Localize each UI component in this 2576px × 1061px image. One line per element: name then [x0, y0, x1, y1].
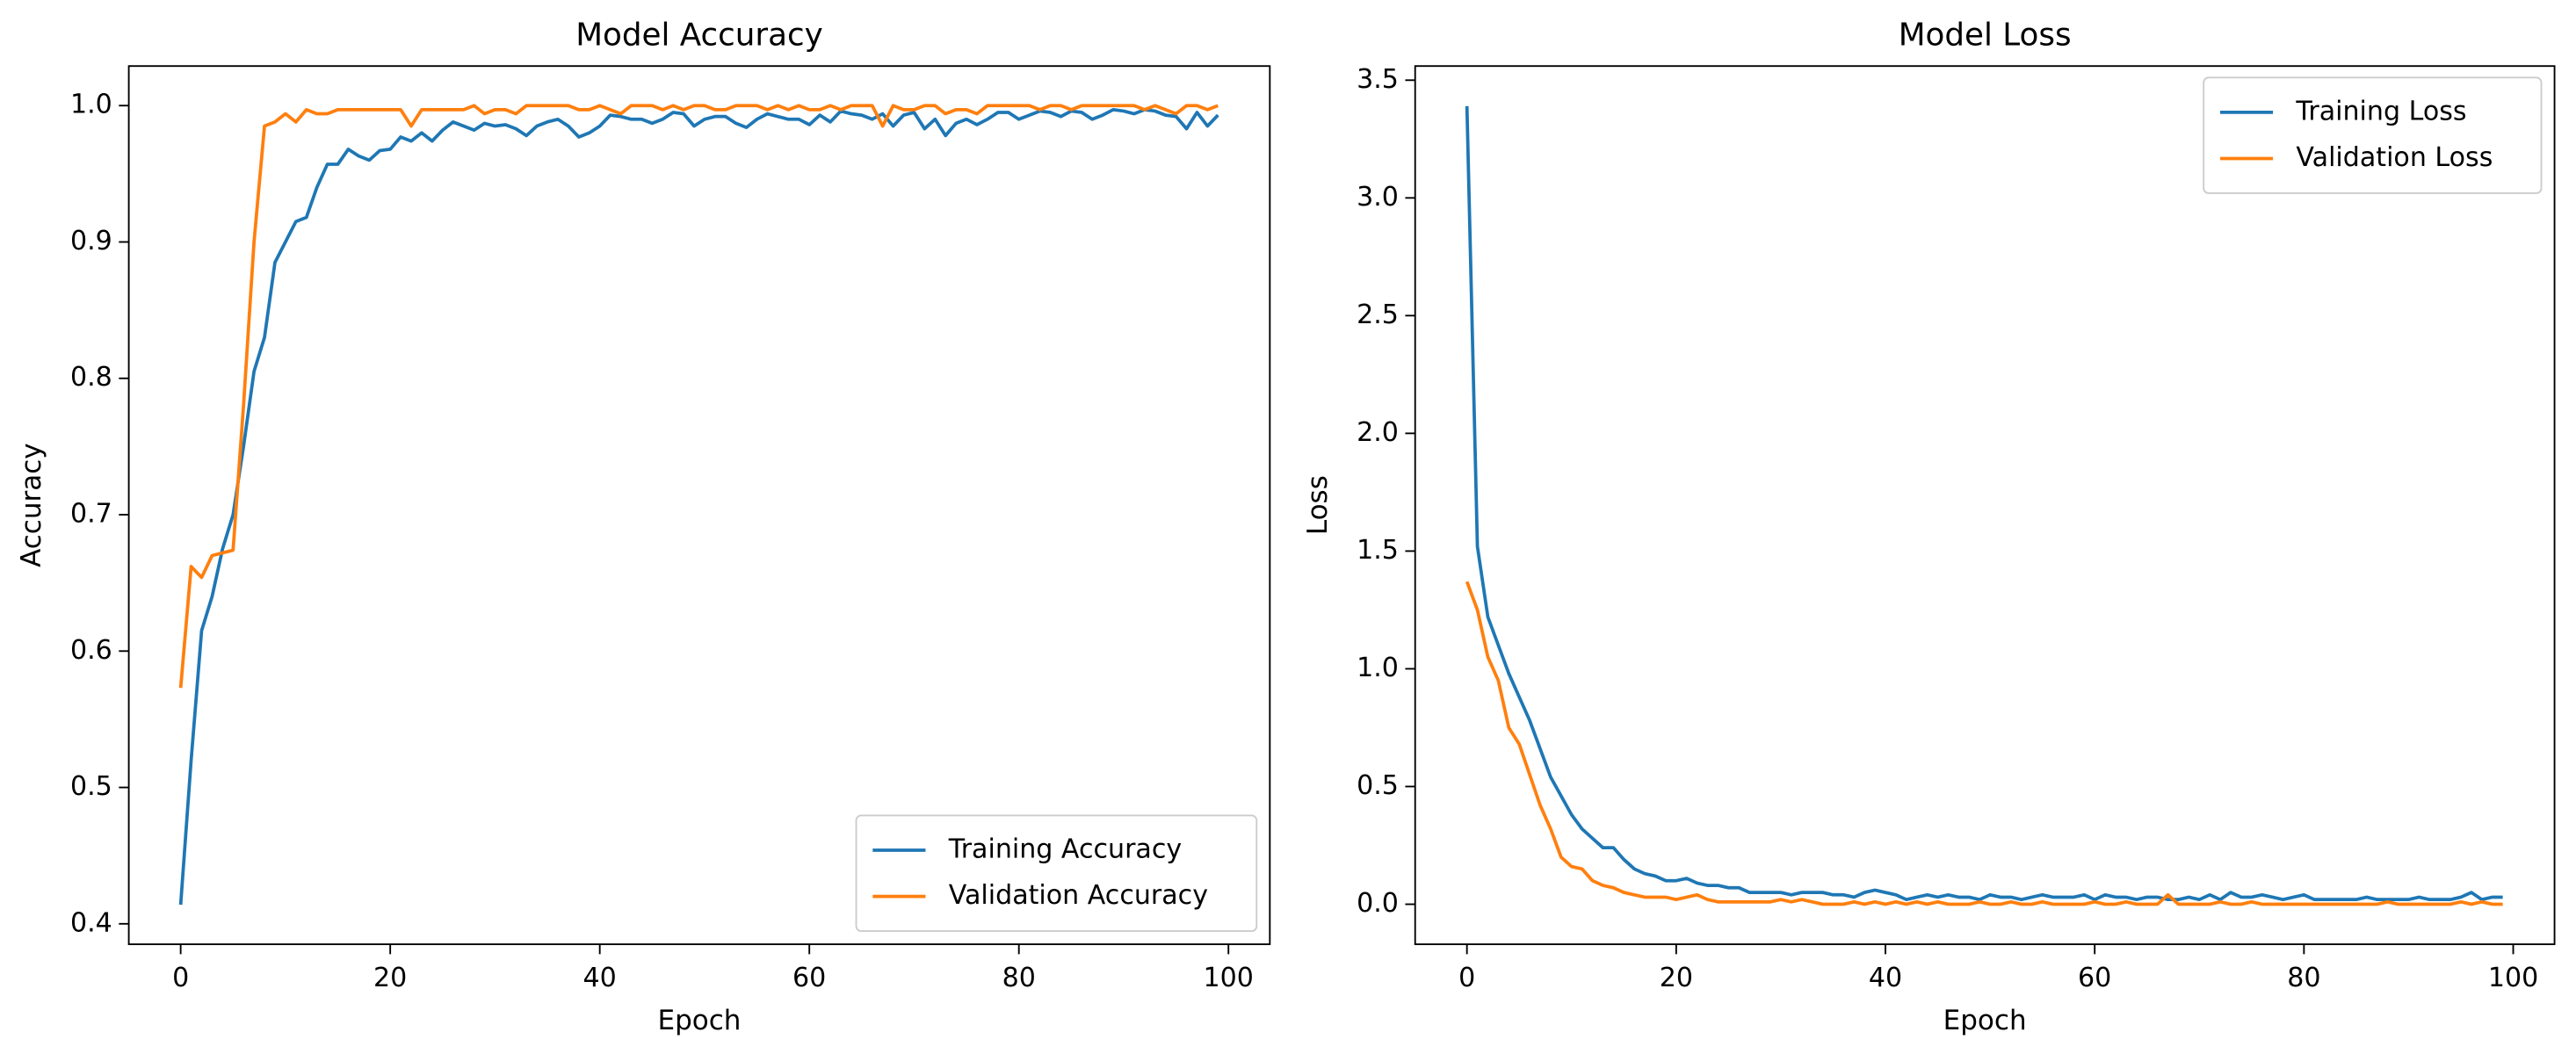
x-tick-label: 20: [1660, 963, 1693, 993]
chart-title: Model Accuracy: [575, 17, 823, 53]
y-tick-label: 0.9: [70, 226, 112, 256]
chart: Model Accuracy Epoch Accuracy 0 20 40 60 80 100 0…: [16, 17, 1271, 1036]
y-tick-label: 1.5: [1357, 535, 1399, 566]
x-tick-label: 0: [172, 963, 189, 993]
legend-label: Training Accuracy: [948, 834, 1182, 864]
x-tick-label: 60: [792, 963, 826, 993]
x-tick-label: 100: [1204, 963, 1254, 993]
y-tick-label: 0.0: [1357, 888, 1399, 919]
y-tick-label: 0.7: [70, 499, 112, 530]
line-series: [1465, 581, 2503, 906]
line-series: [178, 104, 1219, 689]
x-tick-label: 40: [583, 963, 617, 993]
y-tick-label: 2.5: [1357, 300, 1399, 330]
x-tick-label: 0: [1458, 963, 1475, 993]
line-series: [178, 108, 1219, 906]
legend-label: Validation Loss: [2296, 142, 2493, 173]
plot-frame: [127, 65, 1271, 946]
x-axis-label: Epoch: [657, 1005, 741, 1036]
y-tick-label: 1.0: [70, 90, 112, 120]
legend-label: Training Loss: [2295, 96, 2466, 126]
y-axis-label: Accuracy: [16, 443, 47, 567]
chart: Model Loss Epoch Loss 0 20 40 60 80 100 0.0 0.5 1.0…: [1302, 17, 2556, 1036]
legend-box: [2203, 76, 2543, 194]
y-tick-label: 0.5: [70, 771, 112, 802]
y-tick-label: 0.5: [1357, 770, 1399, 801]
line-series: [1465, 105, 2503, 902]
y-tick-label: 3.5: [1357, 64, 1399, 95]
chart-title: Model Loss: [1899, 17, 2072, 53]
x-axis-label: Epoch: [1943, 1005, 2027, 1036]
y-tick-label: 3.0: [1357, 182, 1399, 213]
y-tick-label: 0.6: [70, 635, 112, 666]
y-tick-label: 0.8: [70, 362, 112, 393]
plot-frame: [1414, 65, 2556, 946]
legend-box: [855, 814, 1258, 932]
legend-label: Validation Accuracy: [949, 880, 1208, 911]
x-tick-label: 80: [2287, 963, 2320, 993]
x-tick-label: 40: [1869, 963, 1902, 993]
y-tick-label: 2.0: [1357, 417, 1399, 448]
x-tick-label: 20: [373, 963, 407, 993]
y-axis-label: Loss: [1302, 475, 1334, 535]
x-tick-label: 100: [2488, 963, 2538, 993]
x-tick-label: 80: [1002, 963, 1036, 993]
y-tick-label: 0.4: [70, 907, 112, 938]
y-tick-label: 1.0: [1357, 653, 1399, 683]
x-tick-label: 60: [2078, 963, 2111, 993]
